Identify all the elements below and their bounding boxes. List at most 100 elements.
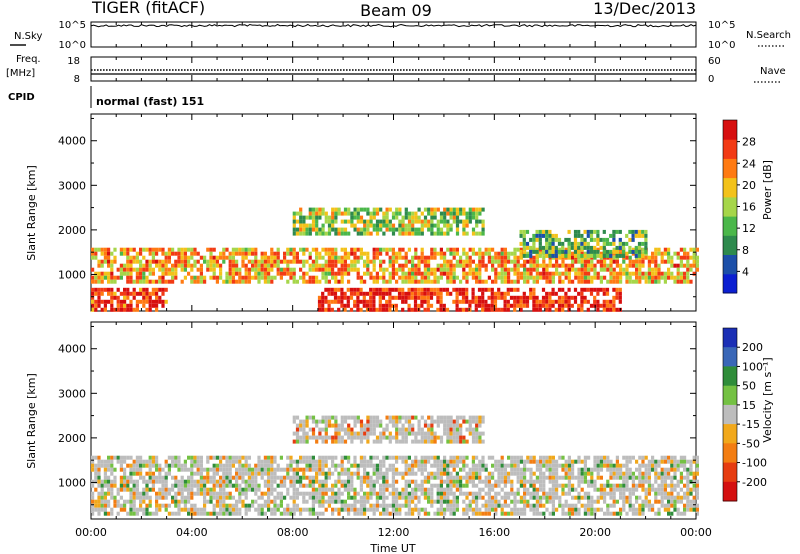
echo-cell [513, 247, 517, 252]
echo-cell [497, 459, 501, 464]
echo-cell [359, 215, 364, 220]
echo-cell [692, 487, 696, 492]
echo-cell [257, 259, 261, 264]
echo-cell [222, 247, 226, 252]
echo-cell [571, 511, 575, 516]
echo-cell [455, 431, 460, 436]
echo-cell [459, 427, 463, 432]
echo-cell [452, 499, 456, 504]
echo-cell [449, 479, 453, 484]
echo-cell [628, 245, 632, 250]
echo-cell [379, 467, 383, 472]
echo-cell [343, 227, 348, 232]
echo-cell [596, 275, 600, 280]
echo-cell [100, 307, 104, 312]
echo-cell [91, 455, 95, 460]
echo-cell [363, 435, 367, 440]
echo-cell [555, 487, 559, 492]
echo-cell [420, 455, 424, 460]
echo-cell [139, 471, 143, 476]
echo-cell [180, 467, 184, 472]
echo-cell [635, 467, 639, 472]
echo-cell [452, 455, 456, 460]
echo-cell [548, 259, 552, 264]
echo-cell [235, 251, 239, 256]
echo-cell [395, 207, 399, 212]
echo-cell [439, 439, 444, 444]
echo-cell [401, 423, 405, 428]
echo-cell [513, 271, 517, 276]
echo-cell [148, 259, 152, 264]
echo-cell [589, 237, 594, 242]
echo-cell [686, 503, 690, 508]
echo-cell [391, 267, 395, 272]
echo-cell [641, 459, 645, 464]
echo-cell [555, 459, 559, 464]
echo-cell [132, 479, 136, 484]
echo-cell [155, 467, 159, 472]
echo-cell [535, 233, 539, 238]
echo-cell [302, 495, 306, 500]
echo-cell [692, 495, 696, 500]
echo-cell [151, 479, 155, 484]
echo-cell [574, 495, 578, 500]
echo-cell [462, 483, 466, 488]
echo-cell [407, 455, 411, 460]
echo-cell [647, 503, 651, 508]
echo-cell [532, 241, 536, 246]
echo-cell [145, 275, 149, 280]
echo-cell [292, 219, 296, 224]
echo-cell [260, 255, 264, 260]
echo-cell [471, 227, 476, 232]
echo-cell [529, 267, 533, 272]
echo-cell [228, 267, 232, 272]
echo-cell [100, 263, 104, 268]
echo-cell [497, 307, 501, 312]
echo-cell [385, 223, 389, 228]
echo-cell [430, 267, 434, 272]
echo-cell [190, 247, 194, 252]
echo-cell [145, 471, 149, 476]
echo-cell [631, 263, 635, 268]
echo-cell [315, 251, 319, 256]
echo-cell [263, 463, 267, 468]
echo-cell [407, 431, 412, 436]
echo-cell [449, 263, 453, 268]
echo-cell [311, 427, 316, 432]
echo-cell [619, 275, 623, 280]
echo-cell [209, 479, 213, 484]
echo-cell [238, 455, 242, 460]
echo-cell [414, 275, 418, 280]
echo-cell [379, 487, 383, 492]
echo-cell [107, 475, 111, 480]
echo-cell [148, 463, 152, 468]
colorbar-tick-label: -200 [742, 476, 767, 489]
echo-cell [548, 263, 552, 268]
echo-cell [257, 507, 261, 512]
echo-cell [414, 479, 418, 484]
echo-cell [171, 247, 175, 252]
echo-cell [430, 471, 434, 476]
echo-cell [91, 291, 95, 296]
echo-cell [356, 255, 360, 260]
echo-cell [567, 253, 571, 258]
date-title: 13/Dec/2013 [593, 0, 696, 18]
echo-cell [571, 471, 575, 476]
echo-cell [359, 219, 364, 224]
echo-cell [660, 271, 664, 276]
echo-cell [417, 219, 421, 224]
echo-cell [222, 511, 226, 516]
echo-cell [331, 207, 335, 212]
echo-cell [523, 463, 527, 468]
echo-cell [286, 471, 290, 476]
echo-cell [183, 259, 187, 264]
echo-cell [235, 263, 239, 268]
echo-cell [446, 427, 450, 432]
echo-cell [478, 263, 482, 268]
echo-cell [430, 495, 434, 500]
echo-cell [372, 491, 376, 496]
echo-cell [449, 475, 453, 480]
echo-cell [526, 251, 530, 256]
echo-cell [324, 219, 328, 224]
